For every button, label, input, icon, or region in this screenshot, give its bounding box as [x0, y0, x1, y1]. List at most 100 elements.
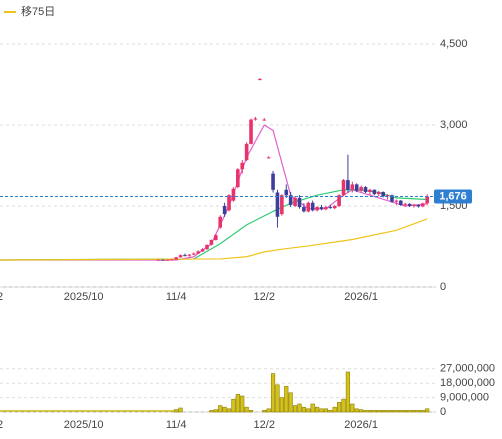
- volume-bar: [235, 394, 240, 413]
- volume-bar: [284, 386, 289, 413]
- y-tick-label: 9,000,000: [440, 392, 489, 404]
- candle-body: [249, 119, 253, 144]
- volume-bar: [363, 410, 368, 413]
- candle-body: [403, 203, 407, 205]
- candle-body: [205, 244, 209, 250]
- x-tick-label: 2026/1: [344, 291, 378, 303]
- volume-bar: [411, 410, 417, 413]
- volume-bar: [222, 406, 227, 413]
- volume-bar: [376, 410, 381, 413]
- candle-body: [319, 207, 324, 210]
- candle-body: [332, 206, 337, 209]
- volume-bar: [389, 410, 395, 413]
- volume-bar: [420, 410, 425, 413]
- candle-body: [293, 197, 297, 206]
- candle-body: [183, 255, 187, 257]
- candle-body: [275, 192, 280, 217]
- volume-bar: [372, 410, 377, 413]
- ma-line: [0, 124, 428, 261]
- volume-bar: [213, 409, 218, 413]
- candle-body: [244, 143, 249, 161]
- candle-body: [236, 169, 240, 188]
- volume-bar: [244, 406, 249, 413]
- candle-body: [253, 118, 258, 120]
- candle-body: [416, 204, 421, 207]
- y-tick-label: 0: [440, 406, 446, 418]
- volume-bar: [328, 410, 333, 413]
- candle-body: [297, 197, 302, 208]
- candle-body: [420, 203, 425, 207]
- candle-body: [385, 195, 390, 197]
- candle-body: [156, 259, 161, 261]
- volume-bar: [381, 410, 386, 413]
- x-tick-label: 2: [0, 291, 3, 303]
- volume-bar: [345, 371, 351, 413]
- candle-body: [218, 216, 223, 228]
- volume-bar: [407, 410, 412, 413]
- volume-bar: [416, 410, 421, 413]
- volume-bar: [218, 405, 223, 413]
- x-tick-label: 12/2: [254, 419, 275, 431]
- volume-bar: [425, 408, 430, 413]
- candle-body: [266, 157, 271, 159]
- volume-bar: [288, 392, 293, 413]
- volume-bar: [279, 397, 284, 413]
- volume-bar: [248, 410, 254, 413]
- volume-bar: [323, 408, 328, 413]
- candle-body: [363, 187, 368, 192]
- volume-bar: [231, 398, 236, 413]
- candle-body: [350, 184, 355, 190]
- volume-bar: [385, 410, 390, 413]
- candle-body: [240, 162, 245, 170]
- candle-body: [174, 257, 178, 260]
- candle-body: [337, 195, 341, 206]
- legend-label: 移75日: [21, 5, 55, 18]
- ma-line: [0, 189, 428, 261]
- volume-bar: [270, 373, 276, 413]
- volume-bar: [359, 409, 364, 413]
- candle-body: [407, 203, 412, 206]
- volume-bar: [174, 409, 179, 413]
- volume-bar: [367, 410, 373, 413]
- candle-body: [425, 196, 429, 204]
- volume-bar: [266, 408, 271, 413]
- x-tick-label: 11/4: [166, 419, 187, 431]
- candle-body: [191, 253, 196, 255]
- candle-body: [328, 207, 333, 209]
- candle-body: [341, 180, 346, 196]
- volume-bar: [262, 410, 267, 413]
- volume-bar: [398, 410, 403, 413]
- candle-body: [324, 207, 328, 210]
- candle-body: [306, 202, 311, 212]
- y-tick-label: 0: [440, 281, 446, 293]
- volume-bar: [301, 406, 306, 413]
- y-tick-label: 18,000,000: [440, 377, 495, 389]
- x-tick-label: 2025/10: [64, 291, 104, 303]
- candle-body: [271, 173, 275, 190]
- candle-body: [222, 206, 227, 215]
- candle-body: [372, 189, 377, 195]
- candle-body: [302, 207, 306, 212]
- candle-body: [310, 202, 315, 211]
- volume-bar: [226, 408, 232, 413]
- volume-bar: [310, 403, 315, 413]
- volume-bar: [178, 407, 183, 413]
- volume-bar: [337, 402, 342, 413]
- candle-body: [412, 204, 416, 206]
- candle-body: [209, 240, 214, 245]
- candle-body: [213, 235, 218, 241]
- volume-bar: [297, 403, 302, 413]
- volume-bar: [275, 384, 280, 413]
- volume-bar: [209, 410, 214, 413]
- candle-body: [394, 200, 399, 202]
- last-price-box: [434, 189, 472, 204]
- candle-body: [231, 188, 236, 201]
- volume-bar: [350, 403, 355, 413]
- volume-bar: [306, 408, 311, 413]
- candle-body: [398, 200, 403, 205]
- candle-body: [262, 119, 267, 121]
- candle-body: [359, 187, 363, 191]
- candle-body: [178, 255, 183, 258]
- x-tick-label: 2026/1: [344, 419, 378, 431]
